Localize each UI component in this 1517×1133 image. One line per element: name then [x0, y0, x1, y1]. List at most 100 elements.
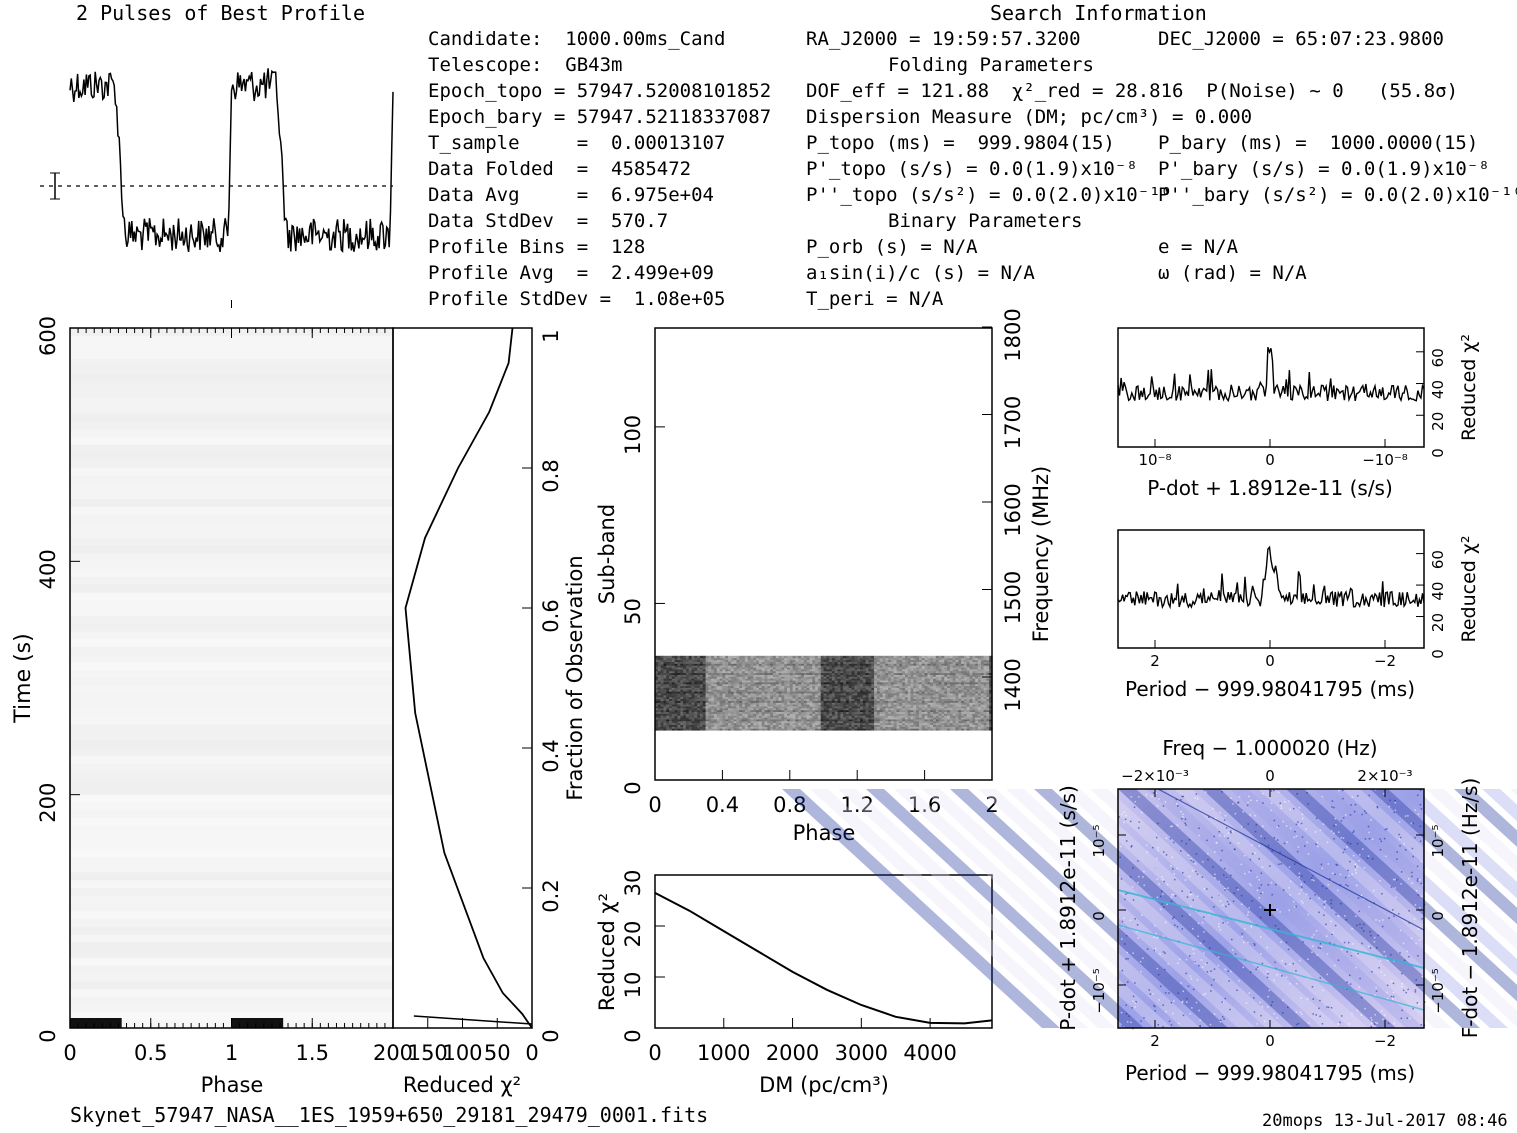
subband-xtick-5: 2	[985, 793, 998, 817]
info1-line-4: T_sample = 0.00013107	[428, 132, 726, 154]
subband-frame	[654, 327, 993, 781]
time-chi2-y2label: Fraction of Observation	[563, 555, 587, 800]
p-pdot-y2tick-1: 0	[1429, 911, 1447, 921]
profile-curve	[69, 68, 394, 254]
p-pdot-plot: 2 0 −2 −2×10⁻³ 0 2×10⁻³ 10⁻⁵ 0 −10⁻⁵ 10⁻⁵ 0 −10⁻⁵ Fr…	[782, 736, 1517, 1085]
dm-xtick-1: 1000	[697, 1041, 750, 1065]
info1-line-7: Data StdDev = 570.7	[428, 210, 669, 232]
subband-ylabel: Sub-band	[595, 504, 619, 604]
subband-y2tick-1: 1500	[1001, 571, 1025, 624]
period-ytick-2: 40	[1429, 582, 1447, 601]
time-chi2-curve	[404, 327, 533, 1029]
p-pdot-best-marker	[1264, 904, 1276, 916]
p-pdot-ytick-0: 10⁻⁵	[1090, 824, 1108, 857]
period-ytick-0: 0	[1429, 649, 1447, 659]
info2-line-0: RA_J2000 = 19:59:57.3200	[806, 28, 1081, 50]
dm-xtick-3: 3000	[835, 1041, 888, 1065]
info2-line-10: T_peri = N/A	[806, 288, 944, 310]
time-chi2-ytick-4: 0.8	[539, 459, 563, 492]
profile-plot	[40, 68, 394, 254]
subband-y2tick-2: 1600	[1001, 483, 1025, 536]
pdot-curve	[1117, 346, 1425, 403]
subband-y2tick-4: 1800	[1001, 308, 1025, 361]
time-chi2-ytick-2: 0.4	[539, 739, 563, 772]
p-pdot-xlabel: Period − 999.98041795 (ms)	[1125, 1061, 1415, 1085]
pdot-ytick-1: 20	[1429, 412, 1447, 431]
period-xtick-1: 0	[1265, 652, 1275, 670]
time-phase-plot: 0 0.5 1 1.5 Phase 0 200 400 600 Time (s)	[11, 300, 394, 1097]
period-y2label: Reduced χ²	[1458, 536, 1480, 643]
p-pdot-xtick-2: −2	[1374, 1032, 1396, 1050]
subband-xtick-3: 1.2	[840, 793, 873, 817]
info3-line-5: ω (rad) = N/A	[1158, 262, 1307, 284]
time-phase-ytick-2: 400	[36, 549, 60, 589]
info3-line-0: DEC_J2000 = 65:07:23.9800	[1158, 28, 1444, 50]
info2-line-7: Binary Parameters	[888, 210, 1083, 232]
info1-line-3: Epoch_bary = 57947.52118337087	[428, 106, 772, 128]
info3-line-1: P_bary (ms) = 1000.0000(15)	[1158, 132, 1479, 154]
info2-line-4: P_topo (ms) = 999.9804(15)	[806, 132, 1115, 154]
dm-xlabel: DM (pc/cm³)	[759, 1073, 889, 1097]
time-phase-ytick-0: 0	[36, 1029, 60, 1042]
profile-title: 2 Pulses of Best Profile	[76, 1, 365, 25]
time-phase-xtick-3: 1.5	[296, 1041, 329, 1065]
p-pdot-frame	[1117, 788, 1425, 1029]
pdot-ytick-2: 40	[1429, 380, 1447, 399]
time-chi2-xtick-3: 50	[484, 1041, 511, 1065]
period-frame	[1117, 529, 1425, 649]
timestamp: 20mops 13-Jul-2017 08:46	[1262, 1111, 1508, 1131]
p-pdot-ytick-1: 0	[1090, 911, 1108, 921]
pdot-xtick-1: 0	[1265, 451, 1275, 469]
info1-line-8: Profile Bins = 128	[428, 236, 646, 258]
info1-line-5: Data Folded = 4585472	[428, 158, 692, 180]
time-chi2-frame	[392, 327, 533, 1029]
p-pdot-y2label: F-dot − 1.8912e-11 (Hz/s)	[1458, 778, 1482, 1039]
time-chi2-xtick-2: 100	[442, 1041, 482, 1065]
search-info-title: Search Information	[990, 1, 1207, 25]
dm-ytick-2: 20	[621, 921, 645, 948]
info2-line-8: P_orb (s) = N/A	[806, 236, 978, 258]
time-chi2-xtick-0: 200	[373, 1041, 413, 1065]
pdot-ytick-3: 60	[1429, 348, 1447, 367]
dm-ytick-3: 30	[621, 870, 645, 897]
info1-line-6: Data Avg = 6.975e+04	[428, 184, 714, 206]
time-phase-xlabel: Phase	[201, 1073, 264, 1097]
info1-line-10: Profile StdDev = 1.08e+05	[428, 288, 726, 310]
subband-xlabel: Phase	[793, 821, 856, 845]
time-chi2-xtick-4: 0	[525, 1041, 538, 1065]
dm-curve	[654, 892, 993, 1025]
p-pdot-x2tick-1: 0	[1265, 767, 1275, 785]
time-phase-pulse-2	[231, 1018, 284, 1028]
info2-line-2: DOF_eff = 121.88 χ²_red = 28.816 P(Noise…	[806, 80, 1459, 102]
time-chi2-xtick-1: 150	[408, 1041, 448, 1065]
p-pdot-xtick-0: 2	[1150, 1032, 1160, 1050]
dm-frame	[654, 874, 993, 1029]
p-pdot-x2tick-0: −2×10⁻³	[1121, 767, 1189, 785]
info1-line-2: Epoch_topo = 57947.52008101852	[428, 80, 772, 102]
dm-xtick-4: 4000	[903, 1041, 956, 1065]
subband-phase-plot: 0 0.4 0.8 1.2 1.6 2 Phase 0 50 100 Sub-band 1400 150…	[595, 308, 1053, 845]
info2-line-5: P'_topo (s/s) = 0.0(1.9)x10⁻⁸	[806, 158, 1138, 180]
pdot-xtick-0: 10⁻⁸	[1138, 451, 1171, 469]
time-chi2-ytick-1: 0.2	[539, 879, 563, 912]
dm-chi2-plot: 0 1000 2000 3000 4000 DM (pc/cm³) 0 10 20 30Reduc…	[595, 870, 993, 1097]
subband-ytick-2: 100	[621, 415, 645, 455]
info2-line-6: P''_topo (s/s²) = 0.0(2.0)x10⁻¹⁰	[806, 184, 1173, 206]
time-phase-ylabel: Time (s)	[11, 633, 36, 723]
dm-ytick-1: 10	[621, 972, 645, 999]
info2-line-1: Folding Parameters	[888, 54, 1094, 76]
subband-ytick-0: 0	[621, 781, 645, 794]
dm-ylabel: Reduced χ²	[595, 893, 619, 1011]
period-ytick-3: 60	[1429, 550, 1447, 569]
pdot-ytick-0: 0	[1429, 448, 1447, 458]
period-xtick-0: 2	[1150, 652, 1160, 670]
p-pdot-x2tick-2: 2×10⁻³	[1357, 767, 1412, 785]
time-chi2-ytick-0: 0	[539, 1029, 563, 1042]
subband-xtick-2: 0.8	[773, 793, 806, 817]
time-phase-xtick-2: 1	[225, 1041, 238, 1065]
info1-line-1: Telescope: GB43m	[428, 54, 623, 76]
info3-line-3: P''_bary (s/s²) = 0.0(2.0)x10⁻¹⁰	[1158, 184, 1517, 206]
info2-line-9: a₁sin(i)/c (s) = N/A	[806, 262, 1035, 284]
time-phase-ytick-3: 600	[36, 316, 60, 356]
